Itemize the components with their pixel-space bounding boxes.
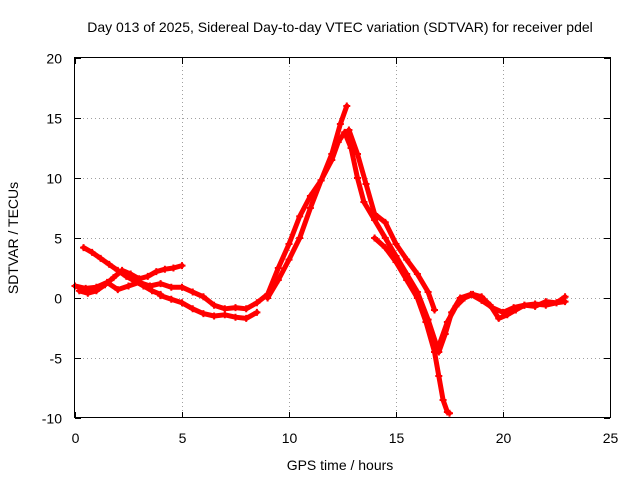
series-trace-early-rise <box>75 262 186 297</box>
ticks <box>75 58 611 419</box>
x-tick-label: 20 <box>496 430 512 446</box>
trace-segment <box>382 219 399 247</box>
trace-segment <box>275 257 292 283</box>
series-trace-ascent <box>264 102 351 302</box>
chart-title: Day 013 of 2025, Sidereal Day-to-day VTE… <box>87 19 593 35</box>
trace-segment <box>329 121 343 157</box>
y-tick-label: 5 <box>54 231 62 247</box>
y-tick-label: 10 <box>46 171 62 187</box>
grid <box>75 58 610 418</box>
y-tick-label: 0 <box>54 291 62 307</box>
data-point <box>431 306 439 314</box>
data-layer <box>71 102 569 417</box>
trace-segment <box>436 319 450 349</box>
x-tick-label: 25 <box>603 430 619 446</box>
trace-segment <box>354 175 367 205</box>
series-trace-mid-low <box>157 292 261 322</box>
y-tick-label: 20 <box>46 51 62 67</box>
trace-segment <box>265 265 281 297</box>
y-tick-label: -10 <box>42 411 62 427</box>
trace-segment <box>361 199 378 223</box>
data-point <box>446 409 453 417</box>
trace-segment <box>404 277 420 301</box>
trace-segment <box>363 181 378 217</box>
plot-frame <box>74 57 611 418</box>
y-axis-label: SDTVAR / TECUs <box>5 182 21 294</box>
x-tick-labels: 0 5 10 15 20 25 <box>72 430 619 446</box>
series-trace-main <box>71 128 569 356</box>
trace-segment <box>393 253 410 277</box>
trace-segment <box>318 151 335 183</box>
trace-segment <box>423 319 438 355</box>
trace-segment <box>348 145 360 181</box>
trace-segment <box>297 193 313 219</box>
trace-segment <box>436 373 446 403</box>
series-trace-recovery <box>435 290 569 350</box>
trace-segment <box>425 289 438 313</box>
data-point <box>561 293 569 301</box>
trace-segment <box>354 151 369 187</box>
trace-segment <box>286 213 303 247</box>
trace-segment <box>414 271 431 295</box>
trace-segment <box>414 295 429 325</box>
x-tick-label: 0 <box>72 430 80 446</box>
trace-segment <box>404 271 420 295</box>
trace-segment <box>275 241 292 271</box>
trace-segment <box>265 277 281 301</box>
trace-segment <box>487 302 502 321</box>
series-trace-descent-deep <box>371 234 453 417</box>
trace-segment <box>372 217 388 241</box>
data-point <box>343 102 351 110</box>
trace-segment <box>393 259 410 283</box>
x-tick-label: 15 <box>389 430 405 446</box>
trace-segment <box>444 303 459 325</box>
trace-segment <box>393 241 410 263</box>
trace-segment <box>342 129 354 151</box>
x-tick-label: 5 <box>179 430 187 446</box>
trace-segment <box>337 103 350 127</box>
trace-segment <box>307 177 324 211</box>
y-tick-label: 15 <box>46 111 62 127</box>
trace-segment <box>297 205 313 241</box>
y-tick-label: -5 <box>50 351 63 367</box>
trace-segment <box>382 245 399 265</box>
y-tick-labels: -10 -5 0 5 10 15 20 <box>42 51 62 427</box>
series-trace-descent-upper <box>345 126 439 314</box>
trace-segment <box>432 349 442 379</box>
data-point <box>178 262 186 270</box>
trace-segment <box>404 257 420 277</box>
x-tick-label: 10 <box>282 430 298 446</box>
x-axis-label: GPS time / hours <box>287 457 394 473</box>
trace-segment <box>286 235 303 263</box>
trace-segment <box>346 127 360 157</box>
trace-segment <box>382 235 399 259</box>
data-point <box>253 308 261 316</box>
series-trace-early-high <box>80 244 165 298</box>
